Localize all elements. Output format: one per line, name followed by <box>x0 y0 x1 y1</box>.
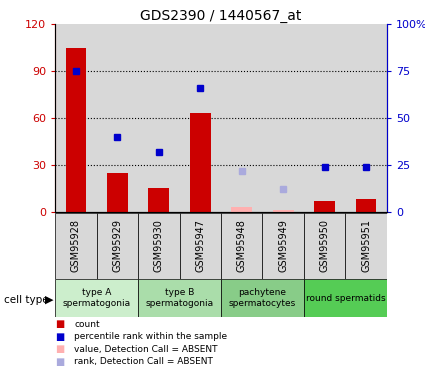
Bar <box>138 213 179 279</box>
Text: count: count <box>74 320 100 329</box>
Bar <box>138 24 179 212</box>
Bar <box>262 24 304 212</box>
Bar <box>221 213 262 279</box>
Text: GSM95951: GSM95951 <box>361 219 371 273</box>
Text: GSM95950: GSM95950 <box>320 219 330 273</box>
Text: ■: ■ <box>55 344 65 354</box>
Text: GSM95949: GSM95949 <box>278 220 288 272</box>
Text: type B
spermatogonia: type B spermatogonia <box>145 288 214 308</box>
Bar <box>262 213 304 279</box>
Text: round spermatids: round spermatids <box>306 294 385 303</box>
Bar <box>190 113 211 212</box>
Bar <box>179 24 221 212</box>
Text: GSM95929: GSM95929 <box>112 219 122 273</box>
Bar <box>273 210 294 212</box>
Bar <box>55 24 96 212</box>
Bar <box>179 213 221 279</box>
Text: value, Detection Call = ABSENT: value, Detection Call = ABSENT <box>74 345 218 354</box>
Bar <box>55 279 138 317</box>
Bar <box>107 173 128 212</box>
Text: GSM95930: GSM95930 <box>154 220 164 272</box>
Text: ■: ■ <box>55 320 65 329</box>
Bar <box>55 213 96 279</box>
Bar <box>304 213 345 279</box>
Text: ▶: ▶ <box>45 295 53 305</box>
Bar <box>221 279 304 317</box>
Text: type A
spermatogonia: type A spermatogonia <box>62 288 131 308</box>
Bar <box>96 24 138 212</box>
Text: pachytene
spermatocytes: pachytene spermatocytes <box>229 288 296 308</box>
Bar <box>148 188 169 212</box>
Bar <box>356 200 377 212</box>
Bar <box>345 213 387 279</box>
Text: GSM95947: GSM95947 <box>195 219 205 273</box>
Bar <box>96 213 138 279</box>
Text: ■: ■ <box>55 357 65 366</box>
Title: GDS2390 / 1440567_at: GDS2390 / 1440567_at <box>140 9 302 23</box>
Bar <box>221 24 262 212</box>
Bar <box>304 24 345 212</box>
Bar <box>314 201 335 212</box>
Bar <box>304 279 387 317</box>
Bar <box>138 279 221 317</box>
Text: rank, Detection Call = ABSENT: rank, Detection Call = ABSENT <box>74 357 213 366</box>
Text: cell type: cell type <box>4 295 49 305</box>
Text: percentile rank within the sample: percentile rank within the sample <box>74 332 227 341</box>
Bar <box>231 207 252 212</box>
Bar <box>65 48 86 212</box>
Text: GSM95948: GSM95948 <box>237 220 247 272</box>
Text: GSM95928: GSM95928 <box>71 219 81 273</box>
Bar <box>345 24 387 212</box>
Text: ■: ■ <box>55 332 65 342</box>
